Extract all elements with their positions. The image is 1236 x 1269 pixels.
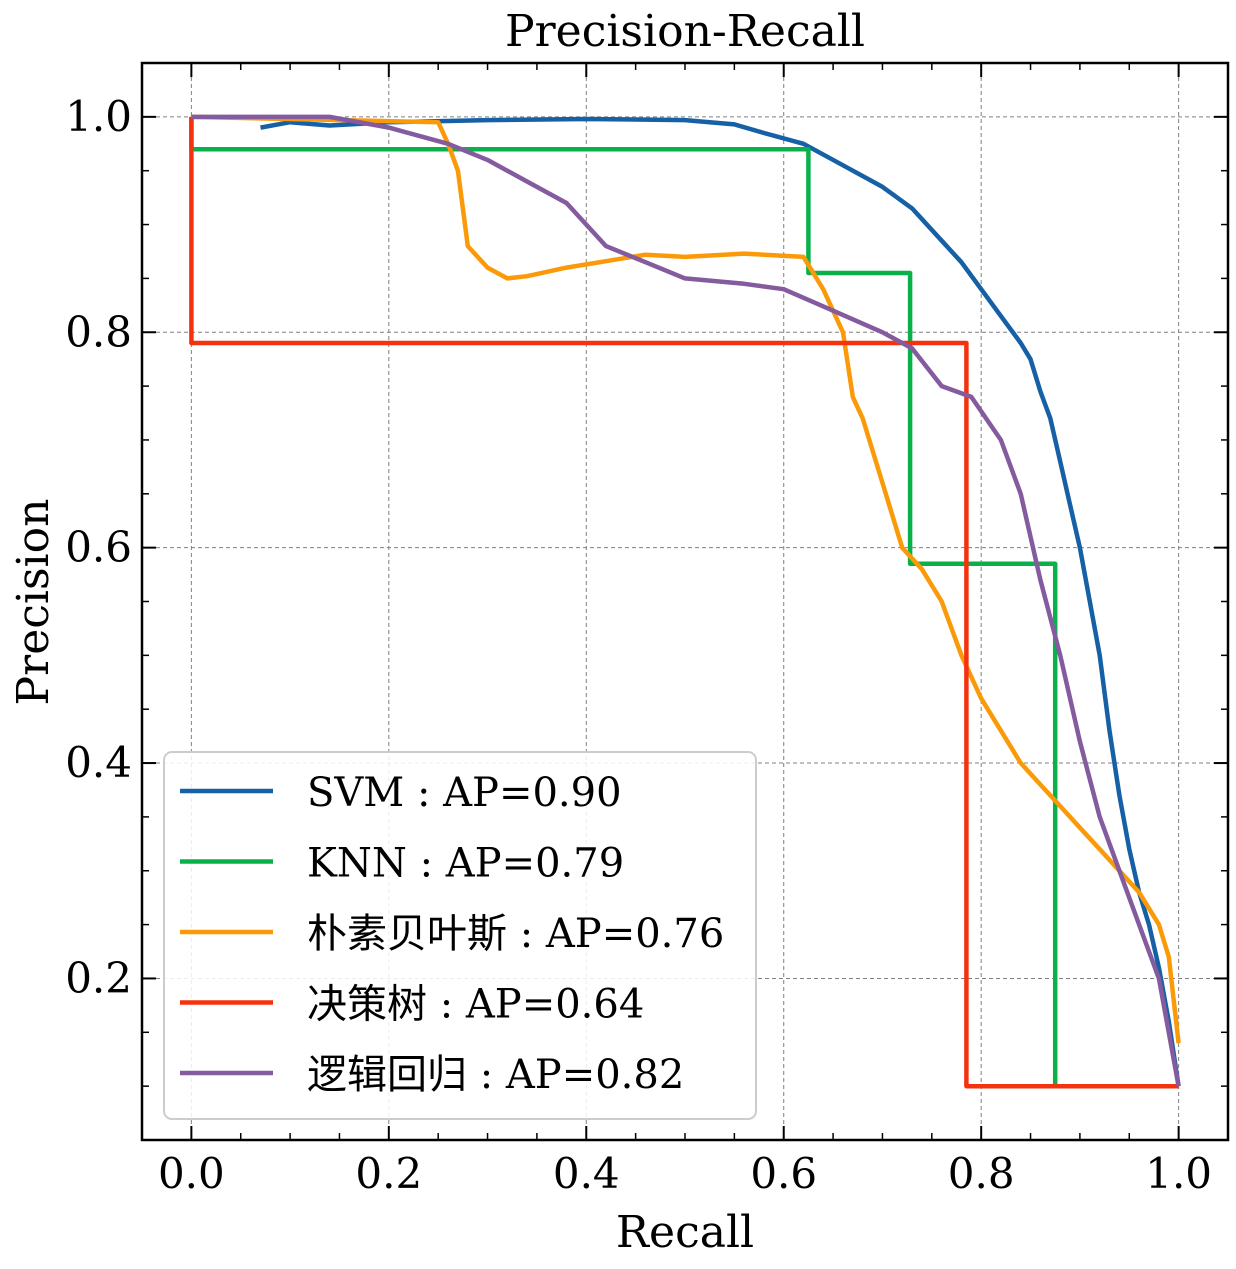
series-line-0 <box>260 116 1181 1087</box>
y-tick-label: 1.0 <box>65 92 132 141</box>
x-tick-label: 0.8 <box>948 1149 1015 1198</box>
legend-box <box>163 751 757 1120</box>
legend-items: SVM : AP=0.90 KNN : AP=0.79 朴素贝叶斯 : AP=0.7… <box>180 770 724 1098</box>
y-tick-label: 0.8 <box>65 307 132 356</box>
series-line-3 <box>189 116 1179 1089</box>
series-line-4 <box>191 114 1181 1087</box>
legend-label-4: 逻辑回归 : AP=0.82 <box>307 1052 684 1098</box>
x-tick-label: 0.0 <box>158 1149 225 1198</box>
x-tick-label: 1.0 <box>1145 1149 1212 1198</box>
legend-label-3: 决策树 : AP=0.64 <box>307 982 644 1028</box>
series-layer <box>189 114 1181 1089</box>
x-tick-label: 0.6 <box>750 1149 817 1198</box>
series-line-1 <box>189 116 1058 1087</box>
x-tick-label: 0.4 <box>553 1149 620 1198</box>
y-tick-label: 0.6 <box>65 523 132 572</box>
y-tick-label: 0.4 <box>65 738 132 787</box>
y-axis-label: Precision <box>8 499 59 706</box>
legend-label-1: KNN : AP=0.79 <box>307 841 624 887</box>
legend-label-2: 朴素贝叶斯 : AP=0.76 <box>307 911 724 957</box>
legend: SVM : AP=0.90 KNN : AP=0.79 朴素贝叶斯 : AP=0.7… <box>163 751 757 1120</box>
x-axis-label: Recall <box>616 1207 754 1258</box>
series-line-2 <box>191 114 1181 1044</box>
chart-title: Precision-Recall <box>505 6 865 57</box>
legend-label-0: SVM : AP=0.90 <box>307 770 622 816</box>
tick-layer: 0.0 0.2 0.4 0.6 0.8 1.0 0.2 0.4 0.6 0.8 1.0 <box>65 63 1228 1198</box>
y-tick-label: 0.2 <box>65 953 132 1002</box>
x-tick-label: 0.2 <box>355 1149 422 1198</box>
